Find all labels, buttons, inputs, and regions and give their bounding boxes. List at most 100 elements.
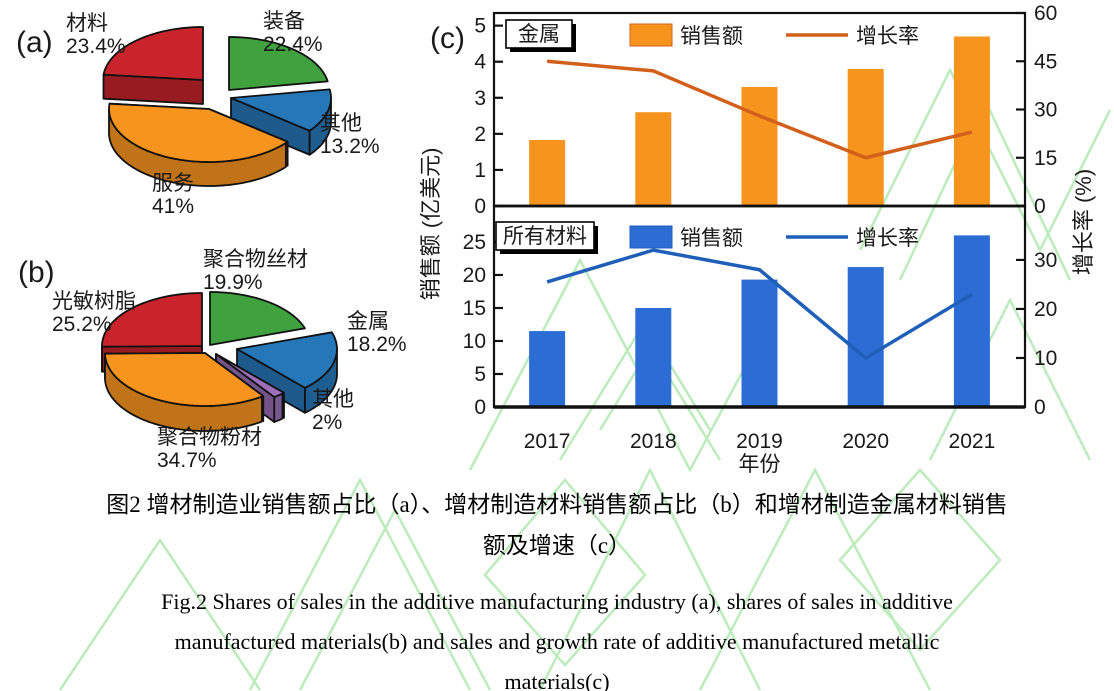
left-tick-label: 20 [463,264,486,287]
pie-slice-聚合物粉材 [104,352,265,407]
bar-金属-2019 [741,86,778,206]
left-tick-label: 0 [474,195,486,218]
right-tick-label: 45 [1034,50,1057,73]
box-label: 所有材料 [503,225,587,248]
box-label: 金属 [518,23,560,46]
caption-zh-line1: 图2 增材制造业销售额占比（a）、增材制造材料销售额占比（b）和增材制造金属材料… [106,492,1008,517]
right-tick-label: 0 [1034,195,1046,218]
pie-slice-wall [273,392,284,423]
left-tick-label: 1 [474,159,486,182]
legend-bar-label: 销售额 [680,227,743,250]
bar-金属-2017 [529,139,566,206]
right-tick-label: 15 [1034,147,1057,170]
left-tick-label: 4 [474,51,486,74]
bar-所有材料-2019 [741,279,778,407]
caption-en-line2: manufactured materials(b) and sales and … [174,629,940,654]
pie-pct-label: 34.7% [157,449,217,472]
x-tick-label: 2019 [736,430,783,453]
watermark-shape [58,537,262,691]
legend-bar-label: 销售额 [680,25,743,48]
pie-pct-label: 19.9% [203,271,263,294]
watermark-shape [298,507,492,691]
caption-chinese: 图2 增材制造业销售额占比（a）、增材制造材料销售额占比（b）和增材制造金属材料… [0,484,1114,566]
pie-pct-label: 25.2% [52,313,112,336]
legend-bar-swatch [629,225,673,249]
pie-label: 聚合物丝材 [203,248,308,271]
growth-line [546,248,973,360]
watermark-shape [858,67,1112,253]
legend-line-label: 增长率 [856,227,919,250]
left-tick-label: 2 [474,123,486,146]
panel-label: (b) [18,256,55,289]
watermark-shape [483,478,647,667]
pie-pct-label: 13.2% [320,135,380,158]
bar-所有材料-2021 [953,235,990,407]
pie-pct-label: 18.2% [347,333,407,356]
pie-slice-装备 [228,36,329,91]
x-axis-title: 年份 [739,453,781,475]
pie-label: 其他 [312,388,354,411]
watermark-shape [468,257,772,473]
caption-en-line1: Fig.2 Shares of sales in the additive ma… [161,589,953,614]
pie-label: 其他 [320,112,362,135]
bar-所有材料-2017 [529,331,566,407]
legend-bar-swatch [629,23,673,47]
pie-pct-label: 23.4% [66,35,126,58]
bar-金属-2021 [953,36,990,207]
x-tick-label: 2020 [842,430,889,453]
pie-label: 聚合物粉材 [157,426,262,449]
x-tick-label: 2017 [524,430,571,453]
pie-slice-其他 [230,88,332,132]
pie-label: 光敏树脂 [52,290,136,313]
legend-line-label: 增长率 [856,25,919,48]
y-axis-title-right: 增长率 (%) [1071,169,1096,275]
caption-english: Fig.2 Shares of sales in the additive ma… [0,582,1114,691]
panel-label: (c) [430,22,465,55]
right-tick-label: 30 [1034,249,1057,272]
pie-slice-材料 [102,26,204,81]
pie-pct-label: 41% [152,195,194,218]
pie-pct-label: 22.4% [263,33,323,56]
left-tick-label: 5 [474,363,486,386]
right-tick-label: 0 [1034,396,1046,419]
box-label-frame [495,221,595,251]
right-tick-label: 20 [1034,298,1057,321]
bar-金属-2020 [847,68,884,206]
pie-pct-label: 2% [312,411,342,434]
pie-slice-聚合物丝材 [209,291,306,346]
bar-所有材料-2020 [847,267,884,407]
x-tick-label: 2021 [949,430,996,453]
pie-slice-其他 [215,353,285,398]
pie-slice-服务 [108,102,289,163]
pie-slice-光敏树脂 [101,292,203,348]
left-tick-label: 5 [474,15,486,38]
growth-line [546,59,973,160]
watermark-shape [838,468,1002,652]
right-tick-label: 60 [1034,2,1057,25]
watermark-shape [248,477,472,691]
left-tick-label: 25 [463,231,486,254]
watermark-shape [538,467,762,691]
pie-slice-金属 [236,331,338,389]
right-tick-label: 10 [1034,347,1057,370]
bar-金属-2018 [635,112,672,206]
left-tick-label: 15 [463,297,486,320]
pie-label: 装备 [263,10,305,33]
box-label-frame [505,19,573,49]
pie-label: 服务 [152,172,194,195]
right-tick-label: 30 [1034,99,1057,122]
left-tick-label: 0 [474,396,486,419]
panel-label: (a) [16,26,53,59]
pie-label: 材料 [66,12,108,35]
x-tick-label: 2018 [630,430,677,453]
caption-en-line3: materials(c) [504,669,610,691]
left-tick-label: 3 [474,87,486,110]
pie-label: 金属 [347,310,389,333]
caption-zh-line2: 额及增速（c） [482,533,632,558]
y-axis-title-left: 销售额 (亿美元) [420,148,443,301]
bar-所有材料-2018 [635,307,672,407]
